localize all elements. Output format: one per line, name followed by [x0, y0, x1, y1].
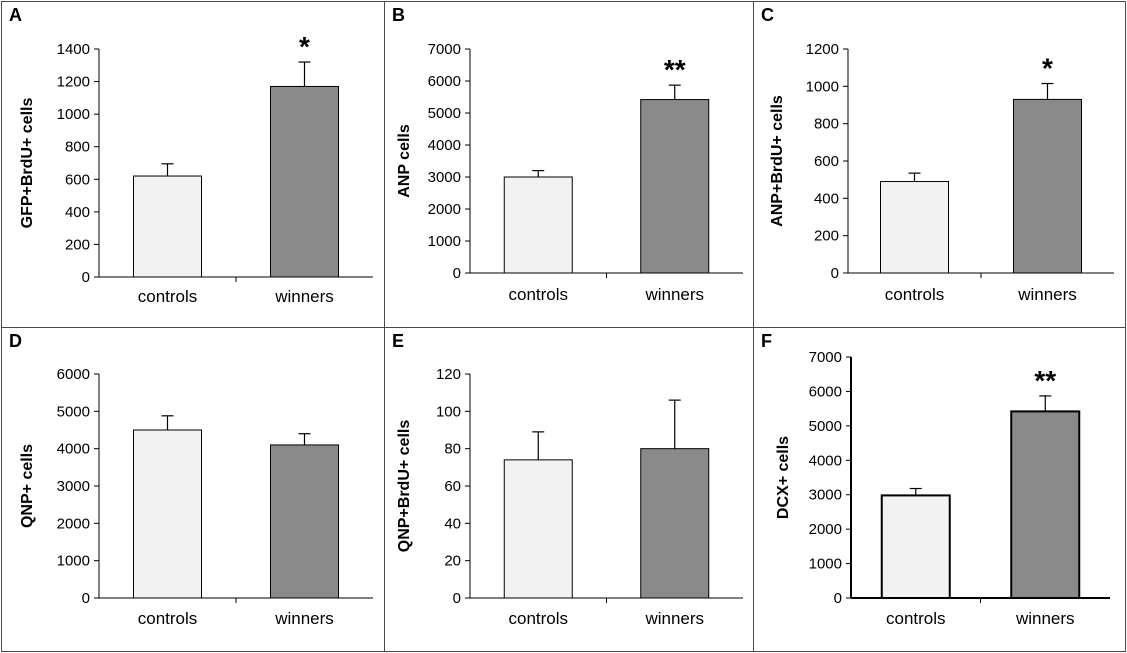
y-tick-label: 400	[65, 204, 90, 221]
y-tick-label: 7000	[428, 41, 461, 58]
x-tick-label: controls	[886, 609, 946, 628]
y-tick-label: 20	[444, 553, 461, 570]
y-tick-label: 100	[436, 403, 461, 420]
y-tick-label: 200	[65, 236, 90, 253]
y-tick-label: 5000	[428, 105, 461, 122]
panel-c: C 0 200 400 600 800 1000 1200 ANP+BrdU+ cells co…	[753, 1, 1126, 328]
bar-winners	[1013, 98, 1082, 274]
y-tick-label: 1000	[57, 553, 90, 570]
y-tick-label: 0	[82, 269, 90, 286]
bar-winners	[640, 448, 710, 599]
y-tick-label: 120	[436, 366, 461, 383]
significance-marker: *	[1042, 53, 1053, 84]
y-tick-label: 0	[82, 590, 90, 607]
bar-controls	[133, 175, 202, 278]
x-tick-label: winners	[644, 609, 704, 628]
bar-chart-e: 0 20 40 60 80 100 120 QNP+BrdU+ cells controls wi…	[396, 366, 743, 628]
bar-winners	[270, 444, 339, 599]
x-tick-label: winners	[644, 285, 704, 304]
bar-controls	[503, 176, 573, 274]
y-tick-label: 5000	[57, 403, 90, 420]
y-tick-label: 3000	[809, 487, 842, 504]
y-tick-label: 6000	[428, 73, 461, 90]
y-tick-label: 5000	[809, 418, 842, 435]
x-tick-label: controls	[138, 287, 198, 306]
y-tick-label: 60	[444, 478, 461, 495]
x-tick-label: winners	[274, 609, 334, 628]
y-tick-label: 6000	[57, 366, 90, 383]
y-tick-label: 1000	[57, 106, 90, 123]
y-tick-label: 1000	[809, 556, 842, 573]
x-tick-label: controls	[138, 609, 198, 628]
bar-chart-b: 0 1000 2000 3000 4000 5000 6000 7000 ANP cells co…	[396, 41, 743, 304]
x-tick-label: controls	[508, 285, 568, 304]
y-tick-label: 6000	[809, 383, 842, 400]
y-tick-label: 1200	[57, 74, 90, 91]
panel-letter: D	[9, 331, 22, 351]
panel-d: D 0 1000 2000 3000 4000 5000 6000 QNP+ cells con…	[1, 327, 385, 652]
x-tick-label: controls	[885, 285, 945, 304]
bar-chart-f: 0 1000 2000 3000 4000 5000 6000 7000 DCX+ cells c…	[775, 349, 1110, 628]
panel-letter: E	[392, 331, 405, 351]
y-tick-label: 80	[444, 441, 461, 458]
y-tick-label: 7000	[809, 349, 842, 366]
y-tick-label: 200	[814, 228, 839, 245]
y-tick-label: 3000	[428, 169, 461, 186]
y-tick-label: 4000	[809, 452, 842, 469]
y-axis-label: QNP+BrdU+ cells	[396, 420, 413, 553]
y-tick-label: 3000	[57, 478, 90, 495]
y-tick-label: 1200	[806, 41, 839, 58]
y-tick-label: 40	[444, 515, 461, 532]
y-tick-label: 0	[834, 590, 842, 607]
bar-winners	[270, 85, 339, 278]
y-axis-label: QNP+ cells	[19, 444, 36, 528]
x-tick-label: controls	[508, 609, 568, 628]
y-tick-label: 4000	[57, 441, 90, 458]
y-tick-label: 0	[453, 265, 461, 282]
panel-letter: C	[761, 5, 774, 25]
bar-chart-a: 0 200 400 600 800 1000 1200 1400 GFP+BrdU+ cells…	[19, 31, 373, 306]
bar-winners	[1010, 410, 1081, 599]
y-axis-label: DCX+ cells	[775, 436, 792, 519]
x-tick-label: winners	[1015, 609, 1075, 628]
significance-marker: **	[664, 54, 686, 85]
bar-winners	[640, 99, 710, 274]
bar-controls	[880, 494, 951, 600]
panel-letter: B	[392, 5, 405, 25]
y-tick-label: 1000	[428, 233, 461, 250]
panel-b: B 0 1000 2000 3000 4000 5000 6000 7000 ANP cells…	[384, 1, 754, 328]
significance-marker: *	[299, 31, 310, 62]
panel-e: E 0 20 40 60 80 100 120 QNP+BrdU+ cells controls…	[384, 327, 754, 652]
y-tick-label: 4000	[428, 137, 461, 154]
bar-chart-c: 0 200 400 600 800 1000 1200 ANP+BrdU+ cells cont…	[769, 41, 1114, 304]
panel-letter: F	[761, 331, 772, 351]
panel-a: A 0 200 400 600 800 1000 1200 1400 GFP+BrdU+ cel…	[1, 1, 385, 328]
y-tick-label: 600	[65, 171, 90, 188]
y-tick-label: 800	[814, 116, 839, 133]
y-tick-label: 400	[814, 190, 839, 207]
y-tick-label: 1000	[806, 78, 839, 95]
bar-controls	[503, 459, 573, 599]
y-tick-label: 0	[831, 265, 839, 282]
y-axis-label: GFP+BrdU+ cells	[19, 98, 36, 229]
y-tick-label: 2000	[57, 515, 90, 532]
y-axis-label: ANP cells	[396, 124, 413, 198]
bar-controls	[133, 429, 202, 599]
y-tick-label: 2000	[428, 201, 461, 218]
y-axis-label: ANP+BrdU+ cells	[769, 95, 786, 227]
y-tick-label: 800	[65, 139, 90, 156]
y-tick-label: 2000	[809, 521, 842, 538]
bar-chart-d: 0 1000 2000 3000 4000 5000 6000 QNP+ cells contr…	[19, 366, 373, 628]
x-tick-label: winners	[1017, 285, 1077, 304]
significance-marker: **	[1034, 365, 1056, 396]
x-tick-label: winners	[274, 287, 334, 306]
bar-controls	[880, 181, 949, 274]
panel-f: F 0 1000 2000 3000 4000 5000 6000 7000 DCX+ cell…	[753, 327, 1126, 652]
y-tick-label: 600	[814, 153, 839, 170]
y-tick-label: 0	[453, 590, 461, 607]
y-tick-label: 1400	[57, 41, 90, 58]
panel-letter: A	[9, 5, 22, 25]
